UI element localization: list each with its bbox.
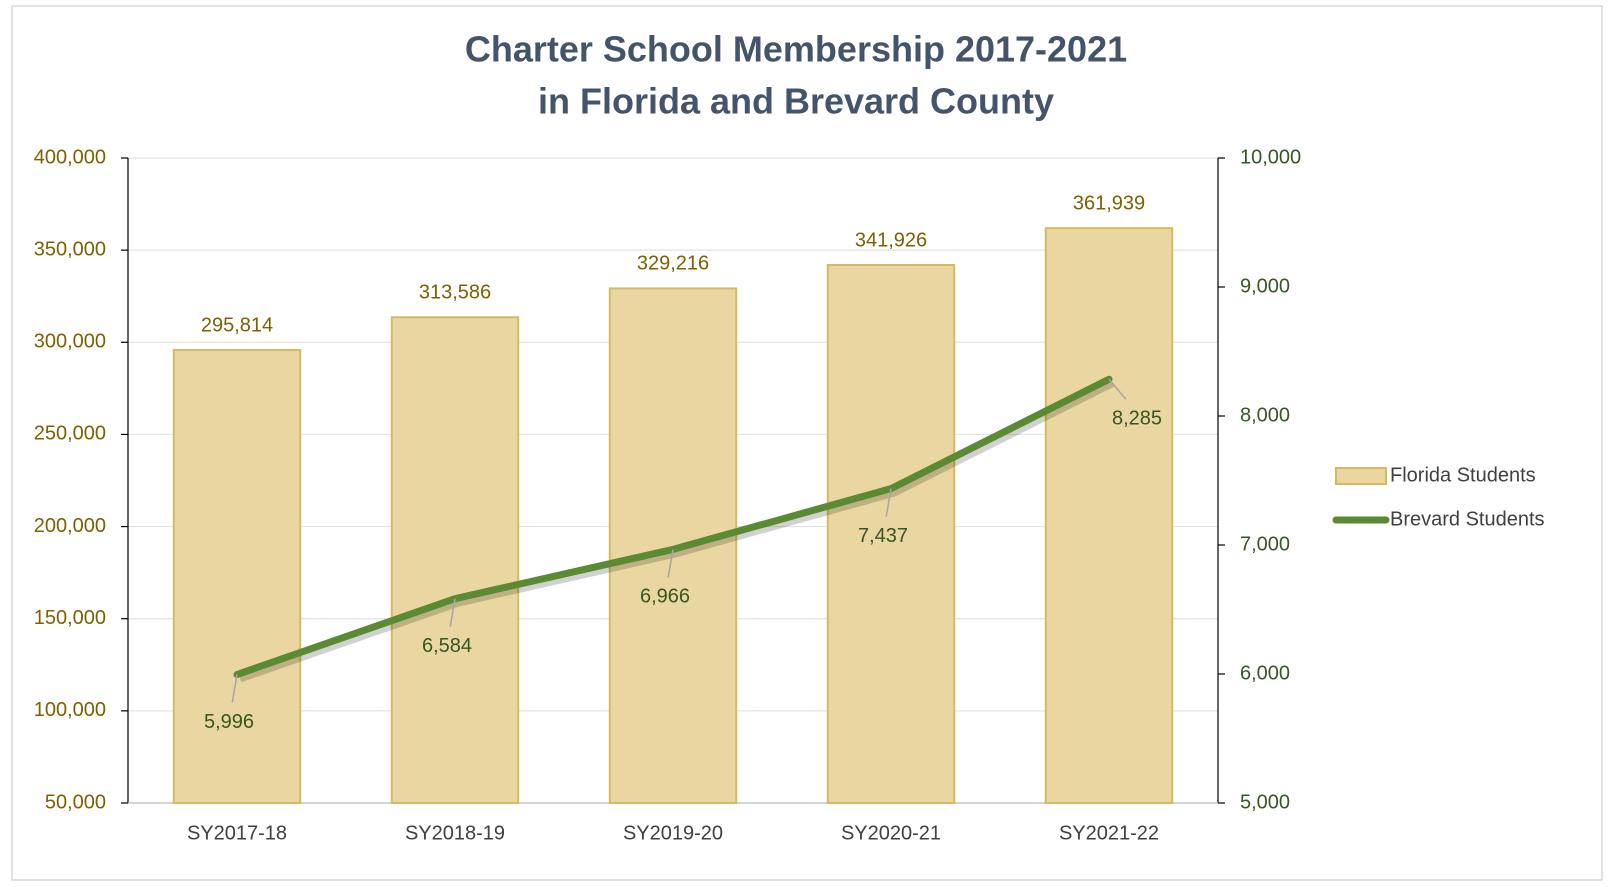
x-tick-label: SY2018-19 [405, 822, 505, 844]
line-value-label: 6,584 [422, 635, 472, 657]
label-leader [885, 488, 892, 517]
y-tick-label: 50,000 [45, 791, 106, 813]
label-leader [231, 674, 238, 703]
bar-value-label: 295,814 [201, 314, 273, 336]
y2-tick-label: 7,000 [1240, 533, 1290, 555]
y-tick-label: 400,000 [34, 146, 106, 168]
line-shadow [238, 379, 1114, 683]
legend-label: Florida Students [1390, 464, 1536, 486]
bar [608, 287, 738, 804]
legend-swatch [1335, 467, 1387, 485]
line-value-label: 5,996 [204, 711, 254, 733]
label-leader [449, 598, 456, 627]
bar [390, 316, 520, 804]
y-tick-label: 100,000 [34, 699, 106, 721]
line-value-label: 6,966 [640, 586, 690, 608]
y-tick-label: 200,000 [34, 515, 106, 537]
x-tick-label: SY2021-22 [1059, 822, 1159, 844]
y2-tick-label: 5,000 [1240, 791, 1290, 813]
label-leader [1108, 378, 1127, 400]
x-tick-label: SY2019-20 [623, 822, 723, 844]
y-tick-label: 300,000 [34, 331, 106, 353]
bar [172, 348, 302, 804]
bar-value-label: 361,939 [1073, 192, 1145, 214]
line-value-label: 7,437 [858, 525, 908, 547]
y-tick-label: 250,000 [34, 423, 106, 445]
y2-tick-label: 8,000 [1240, 404, 1290, 426]
y2-tick-label: 10,000 [1240, 146, 1301, 168]
x-tick-label: SY2017-18 [187, 822, 287, 844]
bar [1044, 227, 1174, 804]
chart-title: in Florida and Brevard County [538, 81, 1054, 122]
bar-value-label: 329,216 [637, 253, 709, 275]
y-tick-label: 350,000 [34, 238, 106, 260]
bar [826, 264, 956, 804]
label-leader [667, 549, 674, 578]
chart-title: Charter School Membership 2017-2021 [465, 29, 1127, 70]
line-value-label: 8,285 [1112, 408, 1162, 430]
x-tick-label: SY2020-21 [841, 822, 941, 844]
y2-tick-label: 6,000 [1240, 662, 1290, 684]
bar-value-label: 341,926 [855, 229, 927, 251]
bar-value-label: 313,586 [419, 282, 491, 304]
y2-tick-label: 9,000 [1240, 275, 1290, 297]
y-tick-label: 150,000 [34, 607, 106, 629]
legend-label: Brevard Students [1390, 508, 1545, 530]
